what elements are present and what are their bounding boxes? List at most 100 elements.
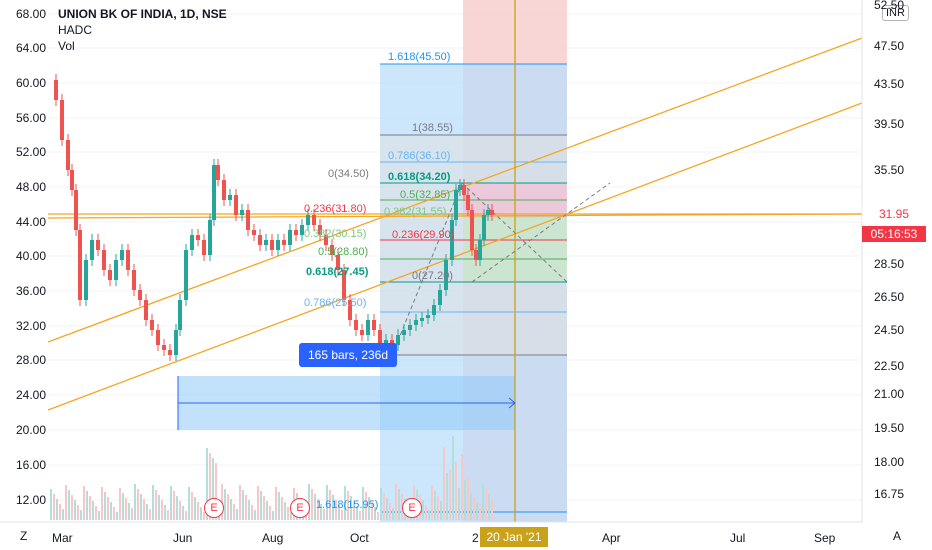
- fib-label: 0.5(32.85): [400, 189, 451, 201]
- candle-body: [444, 260, 448, 290]
- volume-bar: [230, 499, 232, 520]
- candle-body: [282, 240, 286, 245]
- earnings-icon[interactable]: E: [204, 498, 224, 518]
- volume-bar: [236, 509, 238, 520]
- candle-body: [408, 325, 412, 330]
- volume-bar: [191, 492, 193, 520]
- candle-body: [196, 235, 200, 240]
- volume-bar: [356, 506, 358, 520]
- candle-body: [216, 165, 220, 180]
- fib-label: 0.236(29.90): [392, 229, 455, 241]
- volume-bar: [359, 511, 361, 520]
- volume-bar: [224, 489, 226, 520]
- countdown-label: 05:16:53: [862, 226, 926, 242]
- candle-body: [462, 185, 466, 195]
- candle-body: [396, 335, 400, 345]
- candle-body: [208, 220, 212, 255]
- symbol-title[interactable]: UNION BK OF INDIA, 1D, NSE: [58, 7, 227, 21]
- candle-body: [190, 235, 194, 250]
- volume-bar: [77, 505, 79, 520]
- candle-body: [178, 300, 182, 330]
- volume-bar: [200, 507, 202, 520]
- volume-bar: [449, 470, 451, 520]
- time-axis-tick: Jun: [173, 531, 193, 545]
- right-axis-tick: 52.50: [874, 0, 905, 12]
- volume-bar: [179, 501, 181, 520]
- volume-bar: [314, 494, 316, 520]
- volume-bar: [182, 506, 184, 520]
- volume-bar: [470, 493, 472, 520]
- volume-bar: [245, 495, 247, 520]
- candle-body: [258, 235, 262, 245]
- right-axis-tick: 28.50: [874, 257, 905, 271]
- volume-bar: [365, 492, 367, 520]
- volume-bar: [227, 494, 229, 520]
- candle-body: [84, 260, 88, 300]
- candle-body: [336, 255, 340, 270]
- volume-bar: [488, 494, 490, 520]
- volume-bar: [272, 511, 274, 520]
- volume-bar: [176, 496, 178, 520]
- candle-body: [234, 195, 238, 215]
- volume-bar: [437, 496, 439, 520]
- currency-badge[interactable]: INR: [882, 5, 909, 21]
- volume-bar: [158, 495, 160, 520]
- candle-body: [70, 170, 74, 190]
- volume-bar: [107, 497, 109, 520]
- volume-bar: [143, 499, 145, 520]
- left-axis-tick: 52.00: [15, 145, 46, 159]
- time-axis-tick: Sep: [814, 531, 836, 545]
- candle-body: [60, 100, 64, 140]
- volume-bar: [491, 499, 493, 520]
- candle-body: [120, 250, 124, 260]
- candle-body: [90, 240, 94, 260]
- volume-bar: [398, 489, 400, 520]
- left-axis-tick: 40.00: [15, 249, 46, 263]
- volume-bar: [239, 485, 241, 520]
- candle-body: [264, 240, 268, 245]
- indicator-hadc[interactable]: HADC: [58, 23, 93, 37]
- earnings-icon[interactable]: E: [290, 498, 310, 518]
- volume-bar: [188, 487, 190, 520]
- volume-bar: [329, 490, 331, 520]
- volume-bar: [149, 509, 151, 520]
- volume-bar: [290, 512, 292, 520]
- earnings-icon[interactable]: E: [402, 498, 422, 518]
- candle-body: [348, 300, 352, 320]
- volume-bar: [344, 486, 346, 520]
- left-axis-tick: 20.00: [15, 423, 46, 437]
- indicator-vol[interactable]: Vol: [58, 39, 75, 53]
- candle-body: [184, 250, 188, 300]
- candle-body: [156, 330, 160, 345]
- volume-bar: [485, 489, 487, 520]
- timezone-button[interactable]: Z: [20, 529, 28, 543]
- right-axis-tick: 24.50: [874, 323, 905, 337]
- fib-label: 0(34.50): [328, 168, 369, 180]
- volume-bar: [161, 500, 163, 520]
- volume-bar: [50, 489, 52, 520]
- chart-legend: UNION BK OF INDIA, 1D, NSE HADC Vol: [58, 6, 227, 54]
- volume-bar: [92, 501, 94, 520]
- volume-bar: [350, 496, 352, 520]
- volume-bar: [482, 484, 484, 520]
- left-axis-tick: 68.00: [15, 7, 46, 21]
- auto-scale-button[interactable]: A: [893, 529, 902, 543]
- fib-label: 1.618(45.50): [388, 51, 451, 63]
- right-axis-tick: 22.50: [874, 359, 905, 373]
- volume-bar: [389, 503, 391, 520]
- volume-bar: [320, 504, 322, 520]
- right-axis-tick: 47.50: [874, 39, 905, 53]
- candle-body: [354, 320, 358, 330]
- candle-body: [414, 320, 418, 325]
- volume-bar: [440, 501, 442, 520]
- candle-body: [300, 225, 304, 235]
- candle-body: [474, 250, 478, 260]
- candle-body: [246, 210, 250, 230]
- right-axis-tick: 39.50: [874, 117, 905, 131]
- volume-bar: [164, 505, 166, 520]
- candle-body: [270, 240, 274, 250]
- volume-bar: [266, 501, 268, 520]
- candle-body: [318, 225, 322, 235]
- candle-body: [252, 230, 256, 235]
